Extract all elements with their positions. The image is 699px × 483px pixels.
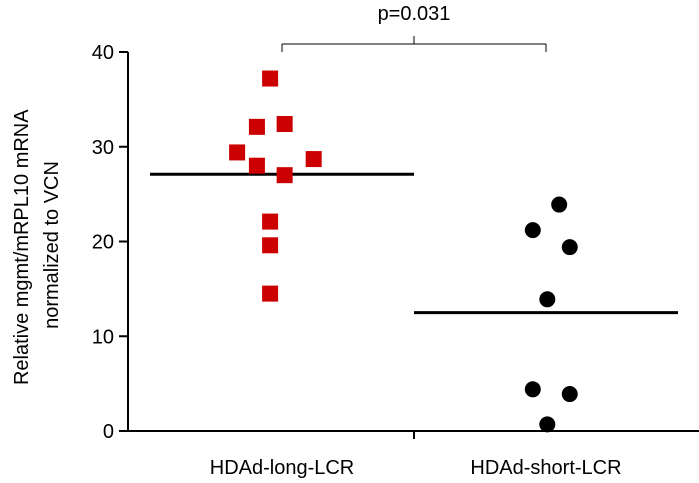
y-ticks: 0 10 20 30 40 [92,42,128,443]
category-label: HDAd-long-LCR [210,457,355,479]
data-point-circle [524,222,541,239]
data-point-square [229,144,246,161]
data-point-square [262,70,279,87]
data-point-square [262,237,279,254]
data-point-circle [561,239,578,256]
data-point-circle [551,196,568,213]
y-tick-label: 40 [92,42,114,64]
y-tick-label: 0 [103,421,114,443]
data-point-square [276,116,293,133]
data-point-square [276,167,293,184]
data-point-square [305,151,322,168]
data-marks [150,70,678,433]
data-point-square [262,213,279,230]
data-point-square [248,118,265,135]
data-point-circle [539,416,556,433]
category-label: HDAd-short-LCR [470,457,621,479]
y-axis-label-line-1: Relative mgmt/mRPL10 mRNA [11,109,33,385]
y-axis-label: Relative mgmt/mRPL10 mRNA normalized to … [11,105,63,385]
y-axis-label-line-2: normalized to VCN [41,161,63,329]
significance-bracket: p=0.031 [281,3,547,52]
data-point-circle [561,386,578,403]
data-point-square [262,285,279,302]
data-point-circle [524,381,541,398]
data-point-square [248,157,265,174]
p-value-annotation: p=0.031 [378,3,451,25]
y-tick-label: 20 [92,232,114,254]
y-tick-label: 30 [92,137,114,159]
category-labels: HDAd-long-LCR HDAd-short-LCR [210,457,622,479]
y-tick-label: 10 [92,326,114,348]
data-point-circle [539,291,556,308]
